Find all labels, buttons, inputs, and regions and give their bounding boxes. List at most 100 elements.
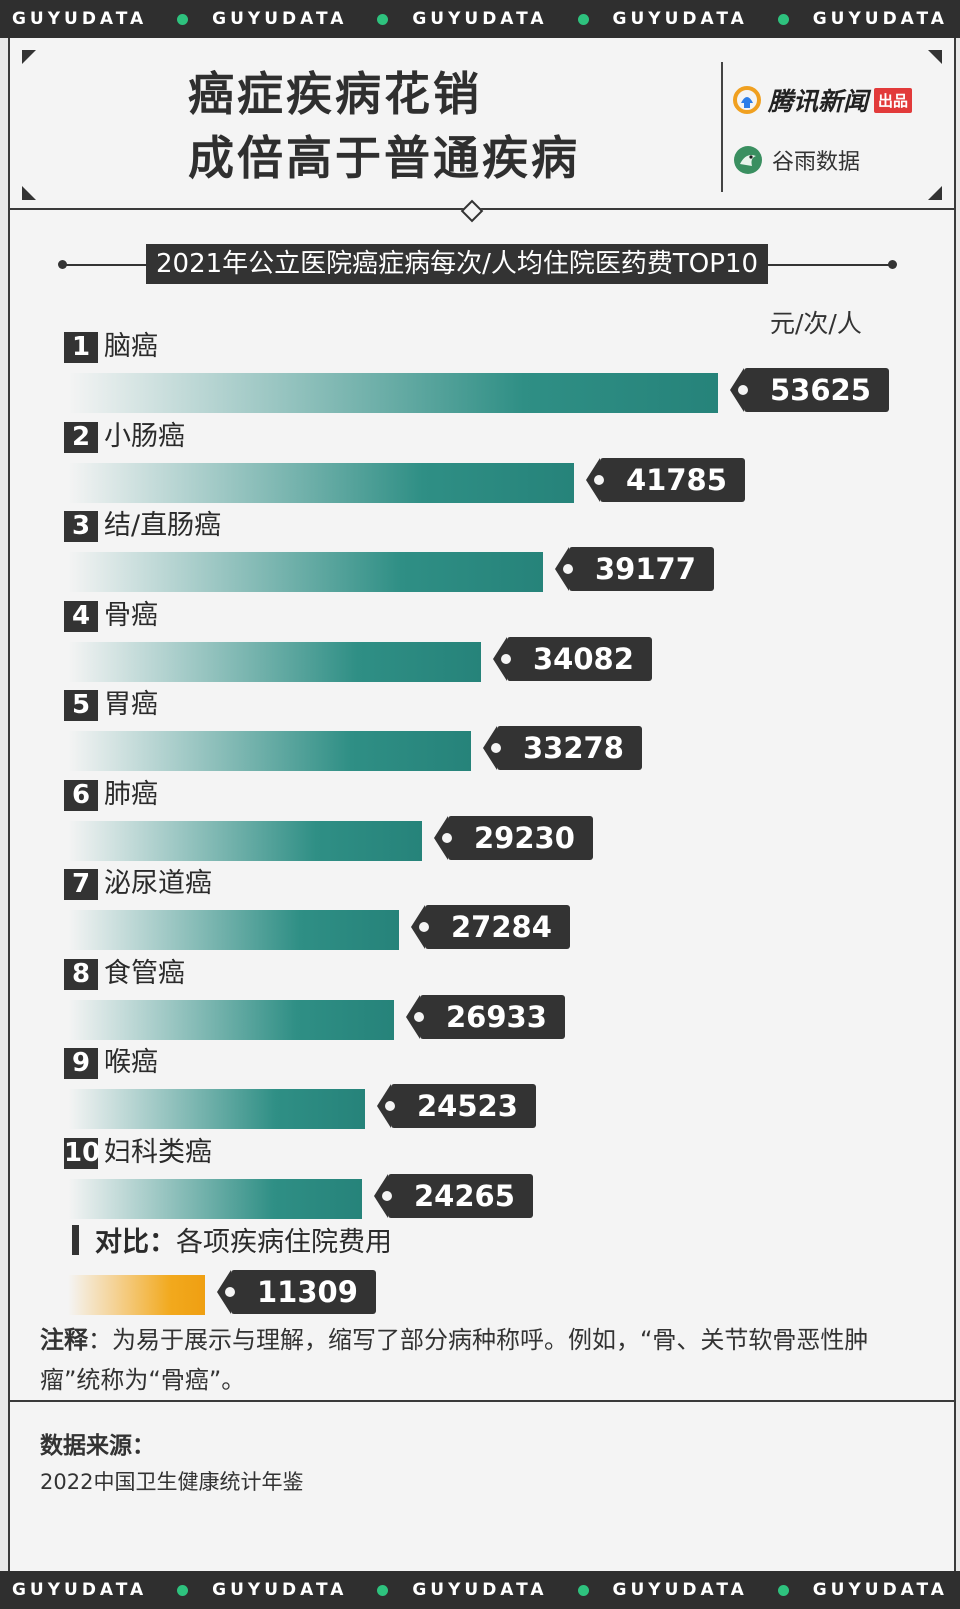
bar	[68, 373, 718, 413]
header-divider	[721, 62, 723, 192]
comparison-name: 各项疾病住院费用	[176, 1227, 392, 1258]
title-line-2: 成倍高于普通疾病	[188, 131, 580, 185]
strip-unit: GUYUDATA	[412, 9, 589, 29]
strip-text: GUYUDATA	[212, 1580, 348, 1600]
comparison-label: 对比：	[95, 1227, 176, 1258]
bar	[68, 641, 481, 682]
source-label: 数据来源：	[40, 1433, 155, 1459]
bar	[68, 1089, 365, 1129]
page-title: 癌症疾病花销 成倍高于普通疾病	[188, 62, 580, 190]
rule-dot-icon	[58, 260, 67, 269]
chart-title: 2021年公立医院癌症病每次/人均住院医药费TOP10	[146, 244, 769, 284]
logo-text: 谷雨数据	[772, 150, 861, 175]
green-dot-icon	[577, 1584, 589, 1596]
bar-row: 5 胃癌 33278	[64, 689, 944, 778]
strip-text: GUYUDATA	[11, 9, 148, 29]
value-label: 24265	[374, 1173, 533, 1218]
strip-unit: GUYUDATA	[11, 9, 189, 29]
comparison-value-label: 11309	[217, 1270, 376, 1314]
bar-row: 9 喉癌 24523	[64, 1047, 944, 1136]
value-label: 34082	[493, 636, 652, 681]
source-text: 2022中国卫生健康统计年鉴	[40, 1470, 304, 1494]
strip-unit: GUYUDATA	[813, 1580, 948, 1600]
bar	[68, 462, 574, 503]
category-label: 喉癌	[104, 1047, 158, 1078]
tencent-news-logo: 腾讯新闻 出品	[732, 82, 913, 118]
rank-badge: 4	[64, 600, 98, 632]
bar-row: 1 脑癌 53625	[64, 331, 944, 420]
green-dot-icon	[177, 1584, 189, 1596]
corner-mark-icon	[928, 186, 942, 200]
corner-mark-icon	[928, 50, 942, 64]
value-label: 24523	[377, 1084, 536, 1128]
strip-text: GUYUDATA	[212, 9, 348, 29]
strip-unit: GUYUDATA	[412, 1580, 589, 1600]
unit-label: 元/次/人	[770, 309, 862, 338]
green-dot-icon	[777, 1584, 789, 1596]
source-divider-line	[10, 1400, 954, 1402]
logo-badge: 出品	[874, 87, 913, 113]
bar-row: 2 小肠癌 41785	[64, 420, 944, 510]
top-brand-strip: GUYUDATA GUYUDATA GUYUDATA GUYUDATA GUYU…	[0, 0, 960, 38]
category-label: 结/直肠癌	[104, 510, 222, 541]
rule-dot-icon	[888, 260, 897, 269]
green-dot-icon	[777, 13, 789, 25]
strip-text: GUYUDATA	[412, 1580, 548, 1600]
guyu-data-logo: 谷雨数据	[732, 144, 860, 176]
strip-unit: GUYUDATA	[212, 9, 389, 29]
strip-unit: GUYUDATA	[613, 1580, 789, 1600]
rank-badge: 6	[64, 779, 98, 811]
bird-icon	[734, 146, 762, 174]
value-label: 53625	[730, 368, 889, 412]
logo-text: 腾讯新闻	[768, 87, 869, 116]
value-label: 39177	[555, 547, 714, 591]
comparison-bar	[68, 1275, 205, 1315]
rank-badge: 5	[64, 690, 98, 721]
corner-mark-icon	[22, 50, 36, 64]
category-label: 食管癌	[104, 957, 185, 989]
bar	[68, 1178, 362, 1219]
bar-row: 8 食管癌 26933	[64, 957, 944, 1047]
bar-row: 10 妇科类癌 24265	[64, 1136, 944, 1226]
rank-badge: 1	[64, 332, 98, 363]
bar	[68, 552, 543, 592]
green-dot-icon	[177, 13, 189, 25]
green-dot-icon	[377, 1584, 389, 1596]
bar	[68, 910, 399, 950]
rank-badge: 9	[64, 1048, 98, 1079]
value-label: 26933	[406, 994, 565, 1039]
rank-badge: 3	[64, 511, 98, 542]
strip-unit: GUYUDATA	[613, 9, 789, 29]
value-label: 41785	[586, 457, 745, 502]
bar-row: 4 骨癌 34082	[64, 599, 944, 689]
category-label: 胃癌	[104, 689, 158, 720]
rank-badge: 8	[64, 958, 98, 990]
strip-unit: GUYUDATA	[212, 1580, 389, 1600]
category-label: 泌尿道癌	[104, 868, 212, 899]
category-label: 妇科类癌	[104, 1136, 212, 1168]
comparison-row: 11309	[64, 1234, 944, 1322]
green-dot-icon	[377, 13, 389, 25]
strip-text: GUYUDATA	[812, 1580, 948, 1600]
bar-row: 3 结/直肠癌 39177	[64, 510, 944, 599]
strip-unit: GUYUDATA	[11, 1580, 189, 1600]
bar-row: 6 肺癌 29230	[64, 778, 944, 868]
rank-badge: 7	[64, 869, 98, 900]
comparison-heading: 对比： 各项疾病住院费用	[72, 1220, 392, 1259]
bottom-brand-strip: GUYUDATA GUYUDATA GUYUDATA GUYUDATA GUYU…	[0, 1571, 960, 1609]
diamond-icon	[460, 199, 484, 223]
category-label: 小肠癌	[104, 420, 185, 452]
category-label: 肺癌	[104, 778, 158, 810]
content-panel: 癌症疾病花销 成倍高于普通疾病 腾讯新闻 出品 谷雨数据 2021年公立医院癌症…	[8, 38, 956, 1571]
footnote-text: ：为易于展示与理解，缩写了部分病种称呼。例如，“骨、关节软骨恶性肿瘤”统称为“骨…	[40, 1326, 869, 1394]
category-label: 脑癌	[104, 331, 158, 362]
strip-text: GUYUDATA	[11, 1580, 148, 1600]
category-label: 骨癌	[104, 599, 158, 631]
value-label: 27284	[411, 905, 570, 949]
rank-badge: 2	[64, 421, 98, 453]
strip-text: GUYUDATA	[612, 9, 748, 29]
bar	[68, 820, 422, 861]
bar-row: 7 泌尿道癌 27284	[64, 868, 944, 957]
strip-text: GUYUDATA	[812, 9, 948, 29]
tencent-news-icon	[733, 86, 761, 114]
